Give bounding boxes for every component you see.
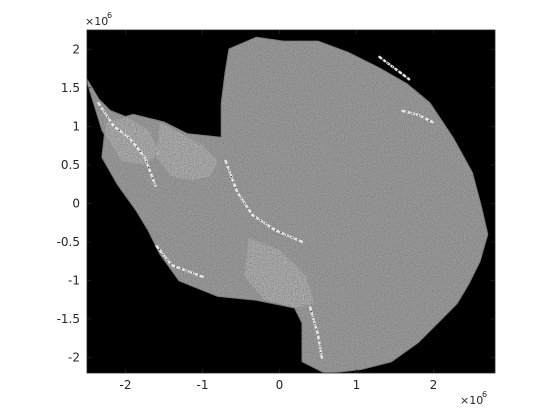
x-exponent-base: ×10 [460, 394, 483, 407]
bright-margin-0 [224, 159, 304, 244]
y-tick-label: 1.5 [61, 81, 80, 95]
dark-margin-2 [98, 102, 157, 189]
x-tick-label: 1 [353, 378, 361, 392]
x-axis-ticks: -2 -1 0 1 2 [120, 30, 438, 392]
x-axis-exponent: ×10 6 [460, 390, 487, 407]
ronne-filchner-ice-shelf-texture [156, 122, 218, 181]
y-axis-exponent: ×10 6 [85, 11, 112, 28]
y-tick-label: -1.5 [57, 312, 80, 326]
y-exponent-base: ×10 [85, 15, 108, 28]
axes [86, 29, 496, 374]
ross-ice-shelf-texture [244, 238, 315, 308]
y-tick-label: 0.5 [61, 158, 80, 172]
dark-margin-3 [155, 245, 203, 278]
x-exponent-power: 6 [482, 390, 487, 399]
y-tick-label: -2 [68, 351, 80, 365]
y-tick-label: -1 [68, 274, 80, 288]
x-tick-label: -1 [196, 378, 208, 392]
y-tick-label: 1 [72, 119, 80, 133]
y-tick-label: 0 [72, 196, 80, 210]
y-tick-label: -0.5 [57, 235, 80, 249]
ice-sheet-image [87, 36, 489, 373]
bright-margin-4 [401, 109, 435, 124]
y-axis-ticks: 2 1.5 1 0.5 0 -0.5 -1 -1.5 -2 [57, 42, 495, 365]
x-tick-label: -2 [120, 378, 132, 392]
x-tick-label: 2 [430, 378, 438, 392]
dark-margin-1 [309, 307, 323, 358]
y-exponent-power: 6 [107, 11, 112, 20]
axes-box [86, 29, 496, 374]
x-tick-label: 0 [276, 378, 284, 392]
y-tick-label: 2 [72, 42, 80, 56]
main-ice-sheet-texture [102, 37, 488, 373]
bright-margin-5 [378, 55, 412, 82]
antarctic-peninsula-texture [87, 80, 161, 165]
